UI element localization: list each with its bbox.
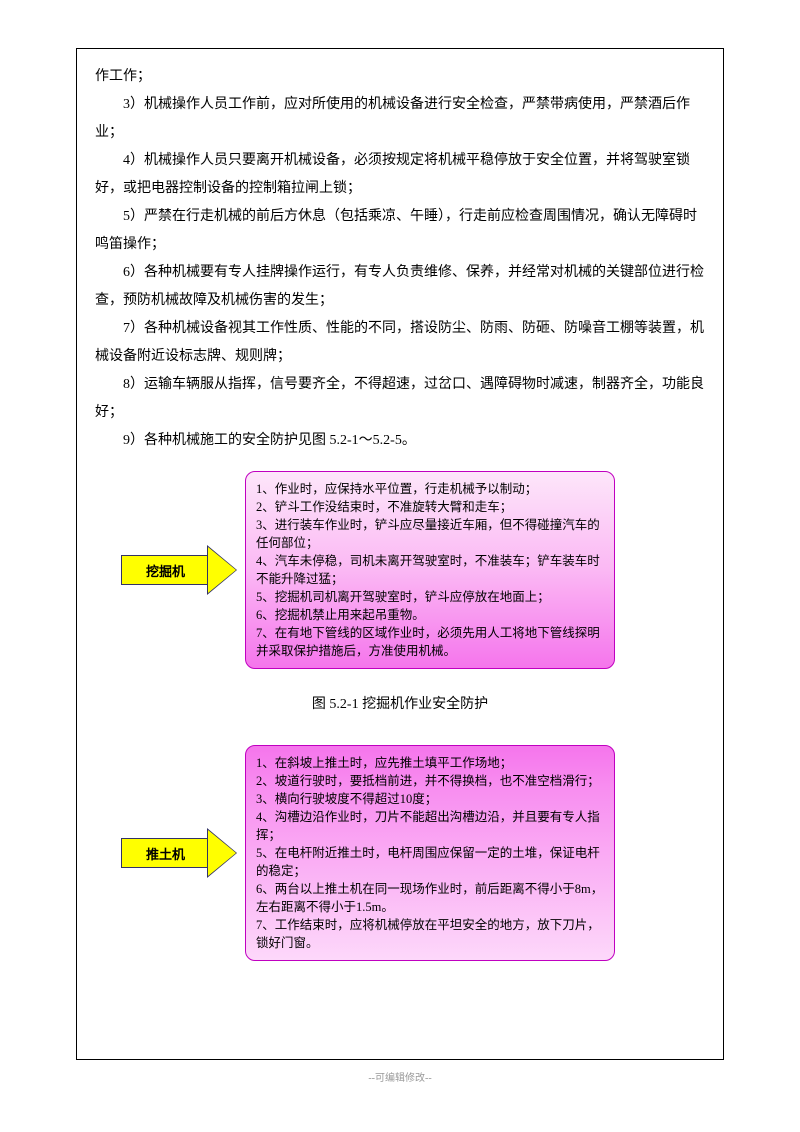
callout-line: 7、工作结束时，应将机械停放在平坦安全的地方，放下刀片，锁好门窗。 (256, 916, 604, 952)
paragraph: 作工作； (95, 63, 705, 91)
page-frame: 作工作； 3）机械操作人员工作前，应对所使用的机械设备进行安全检查，严禁带病使用… (76, 48, 724, 1060)
callout-line: 3、进行装车作业时，铲斗应尽量接近车厢，但不得碰撞汽车的任何部位； (256, 516, 604, 552)
arrow-holder: 挖掘机 (95, 555, 245, 585)
body-text: 作工作； 3）机械操作人员工作前，应对所使用的机械设备进行安全检查，严禁带病使用… (95, 63, 705, 455)
paragraph: 8）运输车辆服从指挥，信号要齐全，不得超速，过岔口、遇障碍物时减速，制器齐全，功… (95, 371, 705, 427)
callout-line: 4、汽车未停稳，司机未离开驾驶室时，不准装车；铲车装车时不能升降过猛； (256, 552, 604, 588)
callout-line: 1、在斜坡上推土时，应先推土填平工作场地； (256, 754, 604, 772)
callout-line: 5、挖掘机司机离开驾驶室时，铲斗应停放在地面上； (256, 588, 604, 606)
callout-line: 6、挖掘机禁止用来起吊重物。 (256, 606, 604, 624)
paragraph: 5）严禁在行走机械的前后方休息（包括乘凉、午睡），行走前应检查周围情况，确认无障… (95, 203, 705, 259)
arrow-head (208, 830, 236, 876)
arrow-head (208, 547, 236, 593)
callout-line: 4、沟槽边沿作业时，刀片不能超出沟槽边沿，并且要有专人指挥； (256, 808, 604, 844)
callout-line: 2、坡道行驶时，要抵档前进，并不得换档，也不准空档滑行； (256, 772, 604, 790)
arrow-shape: 推土机 (121, 838, 241, 868)
paragraph: 4）机械操作人员只要离开机械设备，必须按规定将机械平稳停放于安全位置，并将驾驶室… (95, 147, 705, 203)
paragraph: 3）机械操作人员工作前，应对所使用的机械设备进行安全检查，严禁带病使用，严禁酒后… (95, 91, 705, 147)
paragraph: 9）各种机械施工的安全防护见图 5.2-1～5.2-5。 (95, 427, 705, 455)
callout-line: 3、横向行驶坡度不得超过10度； (256, 790, 604, 808)
figure-2: 推土机 1、在斜坡上推土时，应先推土填平工作场地； 2、坡道行驶时，要抵档前进，… (95, 745, 705, 961)
callout-line: 7、在有地下管线的区域作业时，必须先用人工将地下管线探明并采取保护措施后，方准使… (256, 624, 604, 660)
arrow-label: 挖掘机 (121, 555, 209, 585)
arrow-holder: 推土机 (95, 838, 245, 868)
callout-line: 2、铲斗工作没结束时，不准旋转大臂和走车； (256, 498, 604, 516)
figure-1: 挖掘机 1、作业时，应保持水平位置，行走机械予以制动； 2、铲斗工作没结束时，不… (95, 471, 705, 669)
paragraph: 7）各种机械设备视其工作性质、性能的不同，搭设防尘、防雨、防砸、防噪音工棚等装置… (95, 315, 705, 371)
callout-line: 5、在电杆附近推土时，电杆周围应保留一定的土堆，保证电杆的稳定； (256, 844, 604, 880)
arrow-label: 推土机 (121, 838, 209, 868)
paragraph: 6）各种机械要有专人挂牌操作运行，有专人负责维修、保养，并经常对机械的关键部位进… (95, 259, 705, 315)
callout-line: 1、作业时，应保持水平位置，行走机械予以制动； (256, 480, 604, 498)
figure-1-caption: 图 5.2-1 挖掘机作业安全防护 (95, 693, 705, 713)
callout-box-2: 1、在斜坡上推土时，应先推土填平工作场地； 2、坡道行驶时，要抵档前进，并不得换… (245, 745, 615, 961)
callout-box-1: 1、作业时，应保持水平位置，行走机械予以制动； 2、铲斗工作没结束时，不准旋转大… (245, 471, 615, 669)
callout-line: 6、两台以上推土机在同一现场作业时，前后距离不得小于8m，左右距离不得小于1.5… (256, 880, 604, 916)
arrow-shape: 挖掘机 (121, 555, 241, 585)
footer-text: --可编辑修改-- (0, 1069, 800, 1084)
